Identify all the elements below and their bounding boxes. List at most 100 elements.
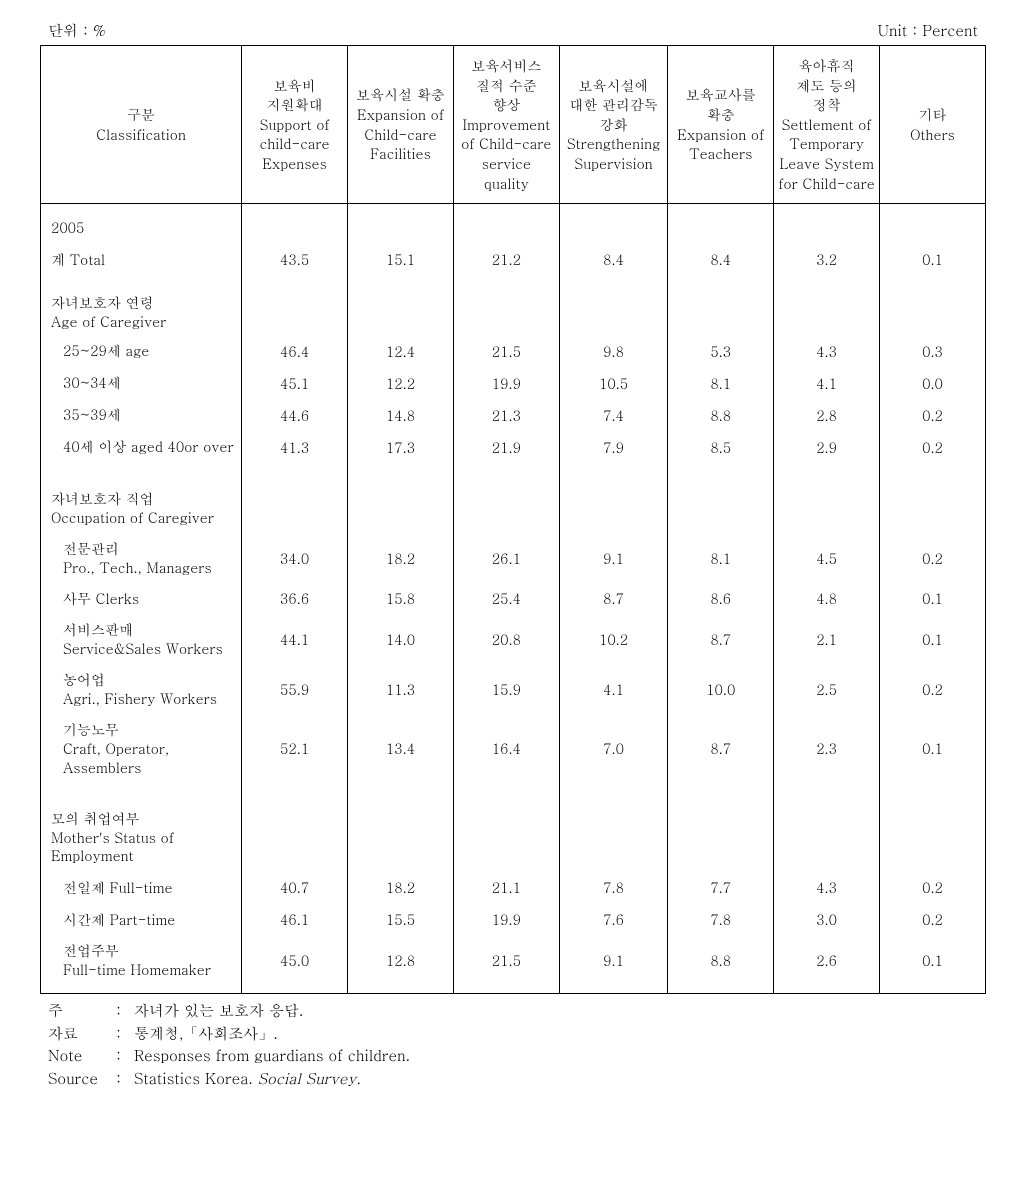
cell: 45.1 [242,367,348,399]
cell: 4.5 [774,533,880,583]
cell: 7.8 [668,903,774,935]
cell: 8.7 [668,614,774,664]
cell: 2.6 [774,935,880,993]
cell: 0.1 [880,935,986,993]
cell: 20.8 [453,614,559,664]
emp-parttime-row: 시간제 Part-time 46.1 15.5 19.9 7.6 7.8 3.0… [41,903,986,935]
cell: 3.0 [774,903,880,935]
col-others: 기타Others [880,46,986,204]
row-label: 25~29세 age [41,335,242,367]
cell: 12.2 [348,367,454,399]
cell: 0.2 [880,431,986,463]
cell: 52.1 [242,714,348,783]
cell: 18.2 [348,533,454,583]
cell: 21.2 [453,243,559,275]
cell: 0.2 [880,903,986,935]
cell: 45.0 [242,935,348,993]
cell: 12.4 [348,335,454,367]
year-label: 2005 [41,204,242,243]
cell: 2.9 [774,431,880,463]
cell: 2.3 [774,714,880,783]
row-label: 사무 Clerks [41,582,242,614]
total-label: 계 Total [41,243,242,275]
cell: 7.8 [559,871,668,903]
cell: 9.8 [559,335,668,367]
cell: 0.1 [880,714,986,783]
cell: 8.4 [668,243,774,275]
emp-header-row: 모의 취업여부Mother's Status of Employment [41,803,986,872]
emp-homemaker-row: 전업주부Full-time Homemaker 45.0 12.8 21.5 9… [41,935,986,993]
occ-clerks-row: 사무 Clerks 36.6 15.8 25.4 8.7 8.6 4.8 0.1 [41,582,986,614]
col-expansion-facilities: 보육시설 확충Expansion ofChild-careFacilities [348,46,454,204]
cell: 55.9 [242,664,348,714]
cell: 10.2 [559,614,668,664]
year-row: 2005 [41,204,986,243]
cell: 9.1 [559,533,668,583]
cell: 19.9 [453,903,559,935]
cell: 8.7 [559,582,668,614]
row-label: 35~39세 [41,399,242,431]
cell: 7.4 [559,399,668,431]
cell: 3.2 [774,243,880,275]
col-leave-system: 육아휴직제도 등의정착Settlement ofTemporaryLeave S… [774,46,880,204]
cell: 36.6 [242,582,348,614]
cell: 21.1 [453,871,559,903]
row-label: 전일제 Full-time [41,871,242,903]
row-label: 서비스판매Service&Sales Workers [41,614,242,664]
cell: 15.8 [348,582,454,614]
cell: 21.3 [453,399,559,431]
age-header-row: 자녀보호자 연령Age of Caregiver [41,275,986,335]
cell: 8.6 [668,582,774,614]
cell: 4.3 [774,871,880,903]
cell: 21.5 [453,335,559,367]
note-en-1: Note : Responses from guardians of child… [48,1045,986,1068]
emp-header: 모의 취업여부Mother's Status of Employment [41,803,242,872]
cell: 7.6 [559,903,668,935]
spacer [41,783,986,803]
cell: 12.8 [348,935,454,993]
cell: 8.5 [668,431,774,463]
cell: 21.5 [453,935,559,993]
cell: 5.3 [668,335,774,367]
cell: 0.3 [880,335,986,367]
age-40plus-row: 40세 이상 aged 40or over 41.3 17.3 21.9 7.9… [41,431,986,463]
cell: 0.1 [880,243,986,275]
col-support-expenses: 보육비지원확대Support ofchild-careExpenses [242,46,348,204]
childcare-table: 구분Classification 보육비지원확대Support ofchild-… [40,45,986,994]
row-label: 시간제 Part-time [41,903,242,935]
cell: 43.5 [242,243,348,275]
cell: 16.4 [453,714,559,783]
cell: 44.1 [242,614,348,664]
cell: 9.1 [559,935,668,993]
cell: 41.3 [242,431,348,463]
cell: 0.2 [880,533,986,583]
unit-row: 단위 : % Unit : Percent [40,20,986,41]
cell: 8.7 [668,714,774,783]
cell: 0.0 [880,367,986,399]
cell: 25.4 [453,582,559,614]
cell: 2.1 [774,614,880,664]
row-label: 농어업Agri., Fishery Workers [41,664,242,714]
cell: 19.9 [453,367,559,399]
cell: 4.3 [774,335,880,367]
occ-service-row: 서비스판매Service&Sales Workers 44.1 14.0 20.… [41,614,986,664]
unit-right: Unit : Percent [877,20,978,41]
row-label: 전문관리Pro., Tech., Managers [41,533,242,583]
cell: 7.7 [668,871,774,903]
note-ko-2: 자료 : 통계청,「사회조사」. [48,1023,986,1046]
header-row: 구분Classification 보육비지원확대Support ofchild-… [41,46,986,204]
notes: 주 : 자녀가 있는 보호자 응답. 자료 : 통계청,「사회조사」. Note… [40,1000,986,1090]
col-supervision: 보육시설에대한 관리감독강화StrengtheningSupervision [559,46,668,204]
occ-craft-row: 기능노무Craft, Operator, Assemblers 52.1 13.… [41,714,986,783]
col-service-quality: 보육서비스질적 수준향상Improvementof Child-careserv… [453,46,559,204]
note-en-2: Source : Statistics Korea. Social Survey… [48,1068,986,1091]
cell: 8.1 [668,367,774,399]
cell: 15.1 [348,243,454,275]
cell: 10.5 [559,367,668,399]
total-row: 계 Total 43.5 15.1 21.2 8.4 8.4 3.2 0.1 [41,243,986,275]
cell: 8.4 [559,243,668,275]
cell: 4.8 [774,582,880,614]
cell: 4.1 [774,367,880,399]
cell: 2.5 [774,664,880,714]
cell: 0.1 [880,582,986,614]
